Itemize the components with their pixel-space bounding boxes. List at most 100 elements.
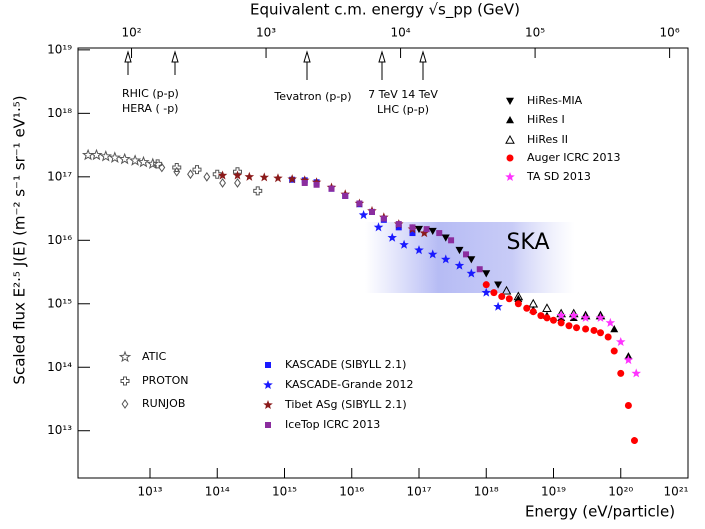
marker [582, 325, 590, 333]
marker [118, 152, 131, 165]
marker [610, 325, 619, 333]
marker [528, 298, 539, 308]
legend-label: KASCADE (SIBYLL 2.1) [285, 358, 406, 371]
ska-label: SKA [506, 230, 549, 255]
marker [409, 230, 416, 237]
x-tick-label: 10¹⁶ [339, 485, 364, 499]
marker [623, 355, 634, 365]
x-tick-label: 10¹⁷ [407, 485, 432, 499]
marker [597, 329, 605, 337]
marker [476, 266, 483, 273]
marker [300, 175, 310, 185]
legend-label: Auger ICRC 2013 [527, 151, 620, 164]
marker [569, 310, 579, 320]
marker [494, 281, 503, 289]
legend-label: KASCADE-Grande 2012 [285, 378, 414, 391]
marker [631, 368, 641, 378]
marker [590, 326, 598, 334]
marker [481, 287, 491, 297]
annotation: Tevatron (p-p) [273, 90, 351, 103]
marker [232, 170, 243, 180]
x-tick-label: 10¹⁹ [541, 485, 566, 499]
legend-label: HiRes-MIA [527, 94, 583, 107]
y-tick-label: 10¹⁶ [47, 233, 72, 247]
legend-marker [265, 362, 271, 368]
marker [259, 172, 269, 182]
legend-label: HiRes I [527, 113, 565, 126]
x-tick-label: 10²¹ [664, 485, 689, 499]
legend-label: IceTop ICRC 2013 [285, 418, 380, 431]
marker [428, 227, 437, 236]
legend-label: HiRes II [527, 133, 568, 146]
marker [387, 232, 397, 242]
marker [556, 310, 566, 320]
marker [244, 171, 255, 181]
marker [358, 210, 369, 220]
marker [505, 295, 513, 303]
legend-marker [118, 350, 132, 363]
marker [328, 185, 335, 192]
y-tick-label: 10¹⁴ [47, 360, 72, 374]
legend-marker [506, 116, 514, 124]
marker [414, 225, 423, 234]
marker [380, 215, 387, 222]
x-tick-label: 10¹³ [138, 485, 163, 499]
legend-marker [120, 376, 130, 386]
marker [605, 317, 616, 327]
marker [501, 285, 512, 295]
marker [529, 308, 537, 316]
x2-tick-label: 10³ [256, 26, 276, 40]
legend-label: TA SD 2013 [526, 170, 591, 183]
legend-marker [263, 400, 273, 409]
x2-tick-label: 10⁴ [391, 26, 411, 40]
marker [467, 256, 476, 264]
y-tick-label: 10¹⁵ [47, 296, 72, 310]
marker [537, 312, 545, 320]
legend-marker [121, 399, 129, 409]
legend-label: Tibet ASg (SIBYLL 2.1) [284, 398, 407, 411]
marker [342, 192, 349, 199]
marker [409, 224, 416, 231]
marker [395, 221, 402, 228]
marker [482, 270, 491, 278]
marker [90, 148, 103, 161]
marker [428, 249, 438, 259]
x-tick-label: 10¹⁴ [205, 485, 230, 499]
marker [187, 169, 194, 180]
x-tick-label: 10²⁰ [608, 485, 633, 499]
marker [81, 148, 95, 161]
x-tick-label: 10¹⁵ [272, 485, 297, 499]
marker [173, 166, 181, 177]
x-tick-label: 10¹⁸ [474, 485, 499, 499]
marker [580, 312, 591, 322]
marker [373, 222, 384, 232]
legend-marker [506, 154, 514, 162]
marker [395, 224, 402, 231]
x-axis-title: Energy (eV/particle) [525, 503, 675, 521]
x2-tick-label: 10² [121, 26, 141, 40]
marker [253, 186, 263, 196]
marker [423, 226, 430, 233]
marker [137, 155, 150, 168]
marker [441, 254, 451, 264]
marker [448, 237, 455, 244]
marker [273, 173, 283, 183]
marker [217, 170, 228, 180]
y-tick-label: 10¹⁹ [47, 42, 72, 56]
marker [523, 304, 531, 312]
marker [356, 200, 363, 207]
marker [287, 174, 297, 184]
marker [414, 245, 424, 255]
y-tick-label: 10¹⁸ [47, 106, 72, 120]
marker [630, 437, 638, 445]
legend-label: ATIC [142, 350, 167, 363]
marker [399, 239, 409, 249]
marker [565, 322, 573, 330]
marker [466, 268, 477, 278]
legend-marker [505, 134, 515, 144]
marker [454, 260, 465, 270]
marker [543, 314, 551, 322]
marker [557, 319, 565, 327]
marker [234, 178, 241, 188]
